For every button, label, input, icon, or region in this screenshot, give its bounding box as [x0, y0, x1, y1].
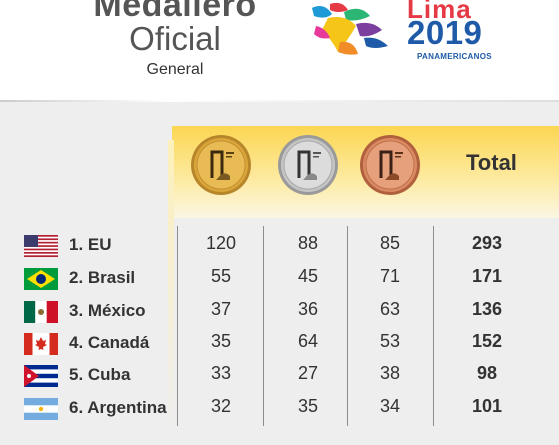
column-separator [433, 226, 434, 426]
table-row: 1. EU 120 88 85 293 [0, 229, 559, 261]
page-title: Medallero [93, 0, 257, 24]
total-count: 98 [476, 363, 498, 383]
gold-count: 37 [210, 299, 232, 319]
mexico-flag-icon [24, 301, 58, 323]
country-name: 5. Cuba [69, 365, 131, 384]
table-row: 3. México 37 36 63 136 [0, 295, 559, 327]
total-count: 136 [471, 299, 503, 319]
column-separator [263, 226, 264, 426]
argentina-flag-icon [24, 398, 58, 420]
canada-flag-icon [24, 333, 58, 355]
silver-count: 45 [297, 266, 319, 286]
total-column-header: Total [466, 150, 517, 175]
country-name: 3. México [69, 301, 146, 320]
page-subtitle: General [146, 61, 204, 78]
total-count: 171 [471, 266, 503, 286]
table-row: 6. Argentina 32 35 34 101 [0, 392, 559, 424]
table-row: 4. Canadá 35 64 53 152 [0, 327, 559, 359]
country-name: 2. Brasil [69, 268, 136, 287]
bronze-count: 71 [379, 266, 401, 286]
total-count: 152 [471, 331, 503, 351]
column-separator [177, 226, 178, 426]
usa-flag-icon [24, 235, 58, 257]
bronze-count: 38 [379, 363, 401, 383]
total-count: 101 [471, 396, 503, 416]
cuba-flag-icon [24, 365, 58, 387]
page-title-line2: Oficial [129, 20, 221, 57]
header-divider [0, 100, 559, 102]
silver-count: 35 [297, 396, 319, 416]
gold-count: 32 [210, 396, 232, 416]
country-name: 4. Canadá [69, 333, 150, 352]
silver-count: 64 [297, 331, 319, 351]
logo-word-lima: Lima [407, 0, 472, 24]
bronze-count: 63 [379, 299, 401, 319]
gold-medal-icon [190, 134, 252, 196]
bronze-count: 53 [379, 331, 401, 351]
silver-count: 36 [297, 299, 319, 319]
gold-count: 55 [210, 266, 232, 286]
gold-count: 120 [205, 233, 237, 253]
table-row: 5. Cuba 33 27 38 98 [0, 359, 559, 391]
silver-count: 27 [297, 363, 319, 383]
country-name: 1. EU [69, 235, 112, 254]
lima-2019-emblem-icon [308, 0, 418, 58]
bronze-medal-icon [359, 134, 421, 196]
silver-medal-icon [277, 134, 339, 196]
table-row: 2. Brasil 55 45 71 171 [0, 262, 559, 294]
bronze-count: 85 [379, 233, 401, 253]
total-count: 293 [471, 233, 503, 253]
bronze-count: 34 [379, 396, 401, 416]
gold-count: 33 [210, 363, 232, 383]
header: Medallero Oficial General Lima 2019 PANA… [0, 0, 559, 100]
country-name: 6. Argentina [69, 398, 167, 417]
band-shadow [168, 140, 174, 430]
gold-count: 35 [210, 331, 232, 351]
column-separator [347, 226, 348, 426]
logo-panamericanos: PANAMERICANOS [417, 52, 492, 61]
brazil-flag-icon [24, 268, 58, 290]
silver-count: 88 [297, 233, 319, 253]
logo-year: 2019 [407, 14, 483, 51]
